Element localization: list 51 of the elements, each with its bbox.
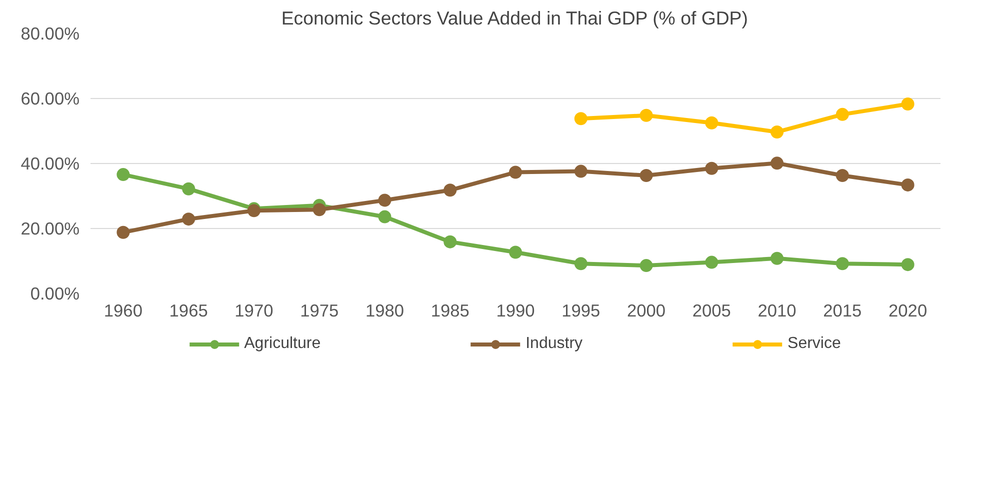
point [509,246,522,259]
y-tick-label: 80.00% [20,24,80,44]
point [705,256,718,269]
x-tick-label: 1980 [365,300,404,320]
point [901,258,914,272]
x-tick-label: 1995 [562,300,600,320]
point [770,156,784,170]
point [836,169,849,182]
point [116,168,130,182]
point [705,162,718,175]
point [378,194,392,207]
x-tick-label: 1975 [300,300,339,320]
x-tick-label: 2015 [823,300,862,320]
point [378,210,392,224]
point [312,203,326,216]
point [901,98,914,111]
x-tick-label: 2000 [626,300,666,320]
point [640,259,653,272]
x-tick-label: 2020 [888,300,928,320]
x-tick-label: 1965 [169,300,208,320]
point [836,108,849,121]
point [901,178,914,192]
point [444,235,457,248]
point [640,108,653,122]
point [182,182,196,196]
point [640,169,653,182]
point [574,164,588,178]
y-tick-label: 20.00% [20,218,80,238]
point [182,212,196,226]
point [509,166,522,179]
point [836,257,849,270]
point [574,112,588,126]
legend-label: Agriculture [244,335,321,353]
y-tick-label: 60.00% [20,88,80,108]
x-tick-label: 1970 [234,300,274,320]
x-tick-label: 2005 [692,300,731,320]
point [574,257,588,270]
y-tick-label: 40.00% [20,154,80,174]
x-tick-label: 2010 [758,300,796,320]
point [770,252,784,265]
point [116,226,130,239]
x-tick-label: 1985 [430,300,470,320]
y-tick-label: 0.00% [30,284,80,304]
point [705,116,718,130]
legend-label: Service [788,335,841,353]
x-tick-label: 1990 [496,300,535,320]
point [770,125,784,138]
chart-title: Economic Sectors Value Added in Thai GDP (% of GDP) [281,8,748,28]
point [444,184,457,197]
legend-label: Industry [526,335,583,353]
x-tick-label: 1960 [104,300,142,320]
